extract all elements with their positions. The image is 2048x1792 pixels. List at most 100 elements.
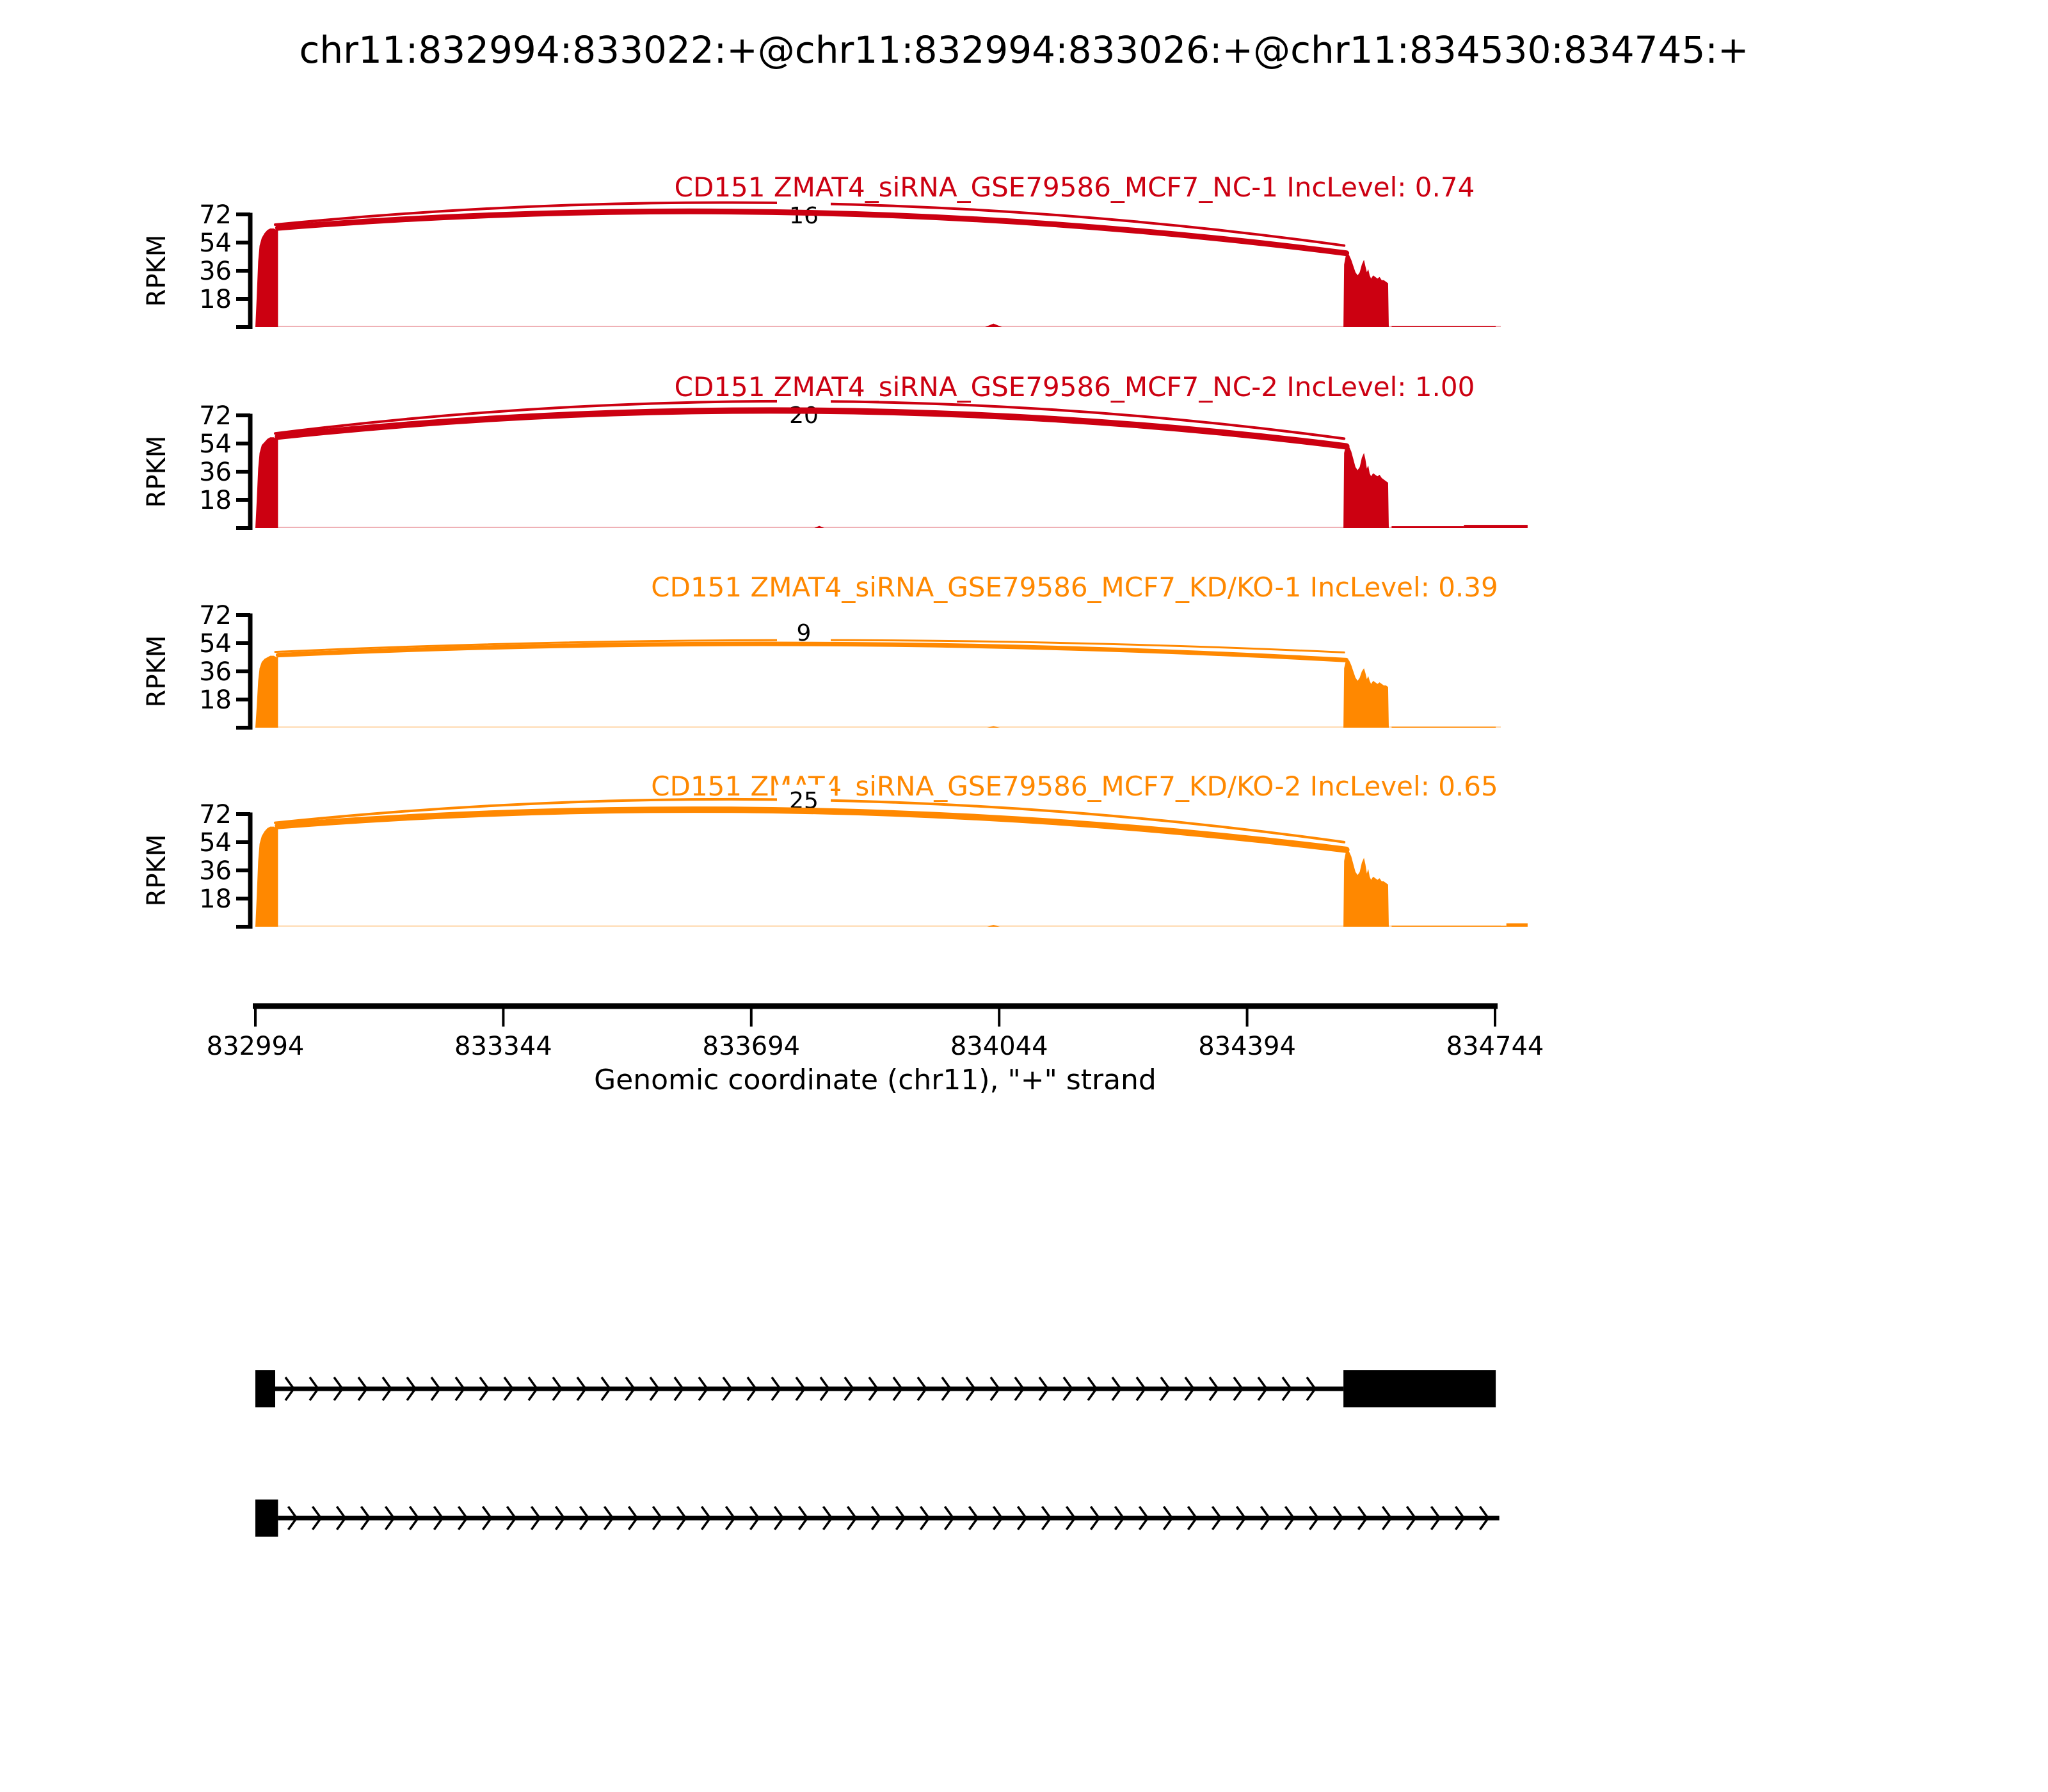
strand-arrow-icon xyxy=(895,1505,906,1531)
x-tick-label: 834044 xyxy=(950,1032,1048,1061)
strand-arrow-icon xyxy=(965,1376,977,1402)
strand-arrow-icon xyxy=(481,1505,493,1531)
strand-arrow-icon xyxy=(479,1376,490,1402)
y-axis-title: RPKM xyxy=(142,235,172,307)
strand-arrow-icon xyxy=(579,1505,590,1531)
intron-blip xyxy=(987,925,1000,927)
strand-arrow-icon xyxy=(454,1376,466,1402)
tail-coverage xyxy=(1391,726,1496,728)
strand-arrow-icon xyxy=(554,1505,566,1531)
x-tick-label: 834744 xyxy=(1446,1032,1544,1061)
junction-arc-major xyxy=(275,641,1349,662)
strand-arrow-icon xyxy=(284,1376,296,1402)
strand-arrow-icon xyxy=(381,1376,393,1402)
strand-arrow-icon xyxy=(819,1376,831,1402)
exon-box xyxy=(255,1500,278,1537)
strand-arrow-icon xyxy=(943,1505,955,1531)
strand-arrow-icon xyxy=(892,1376,904,1402)
strand-arrow-icon xyxy=(1308,1505,1320,1531)
strand-arrow-icon xyxy=(433,1505,444,1531)
y-tick-label: 54 xyxy=(199,828,232,858)
y-tick-label: 72 xyxy=(199,800,232,829)
strand-arrow-icon xyxy=(746,1376,758,1402)
y-tick-label: 54 xyxy=(199,629,232,659)
strand-arrow-icon xyxy=(846,1505,858,1531)
strand-arrow-icon xyxy=(357,1376,369,1402)
y-tick-label: 18 xyxy=(199,884,232,914)
left-exon-coverage xyxy=(255,826,278,927)
strand-arrow-icon xyxy=(627,1505,639,1531)
strand-arrow-icon xyxy=(941,1376,952,1402)
strand-arrow-icon xyxy=(1162,1505,1174,1531)
y-axis-title: RPKM xyxy=(142,835,172,907)
strand-arrow-icon xyxy=(1065,1505,1076,1531)
exon-box xyxy=(255,1370,275,1407)
strand-arrow-icon xyxy=(1087,1376,1098,1402)
strand-arrow-icon xyxy=(1454,1505,1466,1531)
strand-arrow-icon xyxy=(673,1376,685,1402)
y-tick-label: 72 xyxy=(199,401,232,431)
strand-arrow-icon xyxy=(360,1505,371,1531)
y-tick-label: 36 xyxy=(199,856,232,886)
strand-arrow-icon xyxy=(1184,1376,1196,1402)
strand-arrow-icon xyxy=(1014,1376,1025,1402)
tail-coverage xyxy=(1391,326,1496,327)
strand-arrow-icon xyxy=(530,1505,541,1531)
strand-arrow-icon xyxy=(311,1505,323,1531)
strand-arrow-icon xyxy=(1211,1505,1222,1531)
strand-arrow-icon xyxy=(652,1505,663,1531)
strand-arrow-icon xyxy=(384,1505,396,1531)
strand-arrow-icon xyxy=(1187,1505,1198,1531)
y-tick-label: 18 xyxy=(199,685,232,715)
strand-arrow-icon xyxy=(919,1505,931,1531)
intron-blip xyxy=(987,726,1000,728)
strand-arrow-icon xyxy=(1430,1505,1441,1531)
strand-arrow-icon xyxy=(1281,1376,1293,1402)
strand-arrow-icon xyxy=(1208,1376,1220,1402)
strand-arrow-icon xyxy=(1478,1505,1490,1531)
strand-arrow-icon xyxy=(335,1505,347,1531)
y-tick-label: 36 xyxy=(199,657,232,687)
strand-arrow-icon xyxy=(722,1376,733,1402)
strand-arrow-icon xyxy=(1284,1505,1295,1531)
track-title-nc2: CD151 ZMAT4_siRNA_GSE79586_MCF7_NC-2 Inc… xyxy=(674,371,1475,403)
strand-arrow-icon xyxy=(698,1376,709,1402)
track-title-nc1: CD151 ZMAT4_siRNA_GSE79586_MCF7_NC-1 Inc… xyxy=(674,172,1475,203)
junction-arc-major xyxy=(275,208,1350,257)
strand-arrow-icon xyxy=(1405,1505,1417,1531)
right-exon-coverage xyxy=(1343,659,1389,728)
strand-arrow-icon xyxy=(527,1376,539,1402)
y-tick-label: 54 xyxy=(199,429,232,459)
strand-arrow-icon xyxy=(1062,1376,1074,1402)
strand-arrow-icon xyxy=(600,1376,612,1402)
exon-box xyxy=(1343,1370,1496,1407)
tail-coverage xyxy=(1506,923,1528,927)
intron-blip xyxy=(814,525,824,528)
strand-arrow-icon xyxy=(457,1505,468,1531)
y-tick-label: 54 xyxy=(199,228,232,258)
left-exon-coverage xyxy=(255,228,278,327)
strand-arrow-icon xyxy=(1257,1376,1268,1402)
strand-arrow-icon xyxy=(1089,1505,1101,1531)
strand-arrow-icon xyxy=(749,1505,760,1531)
y-axis-title: RPKM xyxy=(142,636,172,708)
strand-arrow-icon xyxy=(1260,1505,1271,1531)
tail-coverage xyxy=(1391,526,1464,528)
y-tick-label: 18 xyxy=(199,486,232,515)
tail-coverage xyxy=(1464,525,1528,528)
strand-arrow-icon xyxy=(1114,1505,1125,1531)
strand-arrow-icon xyxy=(1038,1376,1050,1402)
strand-arrow-icon xyxy=(576,1376,588,1402)
strand-arrow-icon xyxy=(506,1505,517,1531)
strand-arrow-icon xyxy=(968,1505,979,1531)
